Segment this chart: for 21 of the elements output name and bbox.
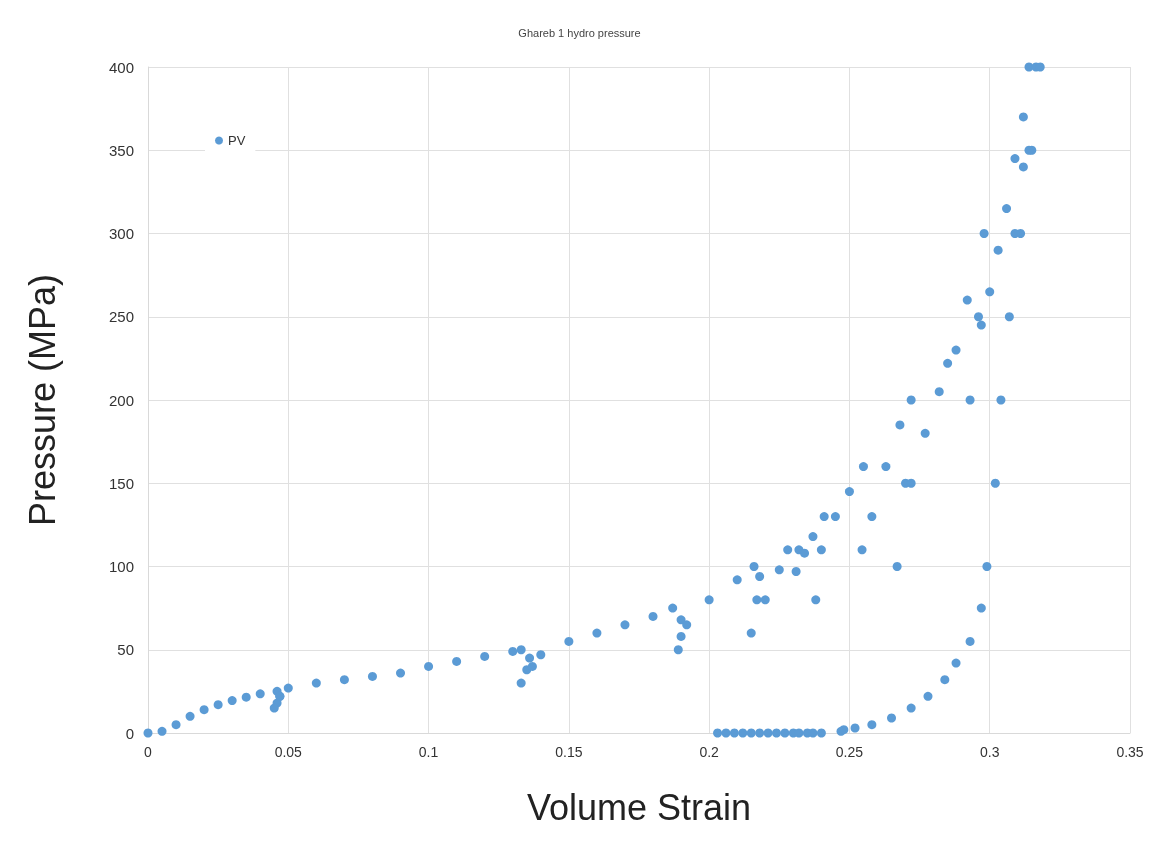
x-tick-label: 0.2 <box>699 744 720 760</box>
legend-label: PV <box>228 133 246 148</box>
chart-title: Ghareb 1 hydro pressure <box>518 26 641 39</box>
y-axis-title: Pressure (MPa) <box>21 273 63 527</box>
x-tick-label: 0.3 <box>979 744 1000 760</box>
y-tick-label: 350 <box>108 141 134 159</box>
x-tick-label: 0 <box>144 744 153 760</box>
x-axis-title: Volume Strain <box>526 786 752 828</box>
y-tick-label: 150 <box>108 474 134 492</box>
y-tick-label: 300 <box>108 225 134 242</box>
x-tick-label: 0.05 <box>274 744 303 760</box>
x-tick-label: 0.35 <box>1116 744 1144 760</box>
x-tick-label: 0.1 <box>418 744 439 760</box>
y-tick-label: 50 <box>117 641 134 659</box>
y-tick-label: 250 <box>108 308 134 326</box>
x-tick-label: 0.15 <box>555 744 583 760</box>
y-tick-label: 400 <box>108 58 134 76</box>
y-tick-label: 0 <box>125 724 134 742</box>
y-tick-label: 200 <box>108 391 134 409</box>
x-tick-label: 0.25 <box>835 744 864 760</box>
y-tick-label: 100 <box>108 558 134 575</box>
